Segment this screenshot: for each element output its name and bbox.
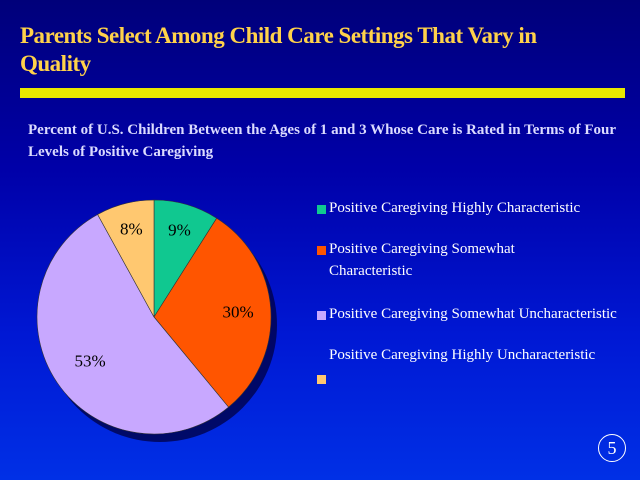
pie-data-label-1: 9%: [168, 220, 191, 239]
pie-data-label-3: 53%: [75, 351, 106, 370]
legend-swatch-3: [317, 311, 326, 320]
legend-swatch-1: [317, 205, 326, 214]
pie-slice-4: [97, 199, 155, 318]
slide-title: Parents Select Among Child Care Settings…: [20, 23, 537, 76]
pie-data-label-4: 8%: [120, 220, 143, 239]
legend-label-2: Positive Caregiving Somewhat Characteris…: [329, 241, 515, 279]
page-number: 5: [598, 434, 626, 462]
pie-data-label-2: 30%: [222, 303, 253, 322]
pie-data-labels: 9% 30% 53% 8%: [75, 220, 254, 371]
legend-swatch-4: [317, 375, 326, 384]
chart-subtitle: Percent of U.S. Children Between the Age…: [28, 122, 616, 160]
legend-label-4: Positive Caregiving Highly Uncharacteris…: [329, 347, 596, 363]
pie-slice-2: [153, 217, 272, 408]
legend-label-1: Positive Caregiving Highly Characteristi…: [329, 200, 581, 216]
pie-slice-3: [36, 214, 230, 435]
pie-slices: [36, 199, 272, 435]
legend-label-3: Positive Caregiving Somewhat Uncharacter…: [329, 306, 617, 322]
legend-swatch-2: [317, 246, 326, 255]
title-underline-bar: [20, 88, 625, 98]
